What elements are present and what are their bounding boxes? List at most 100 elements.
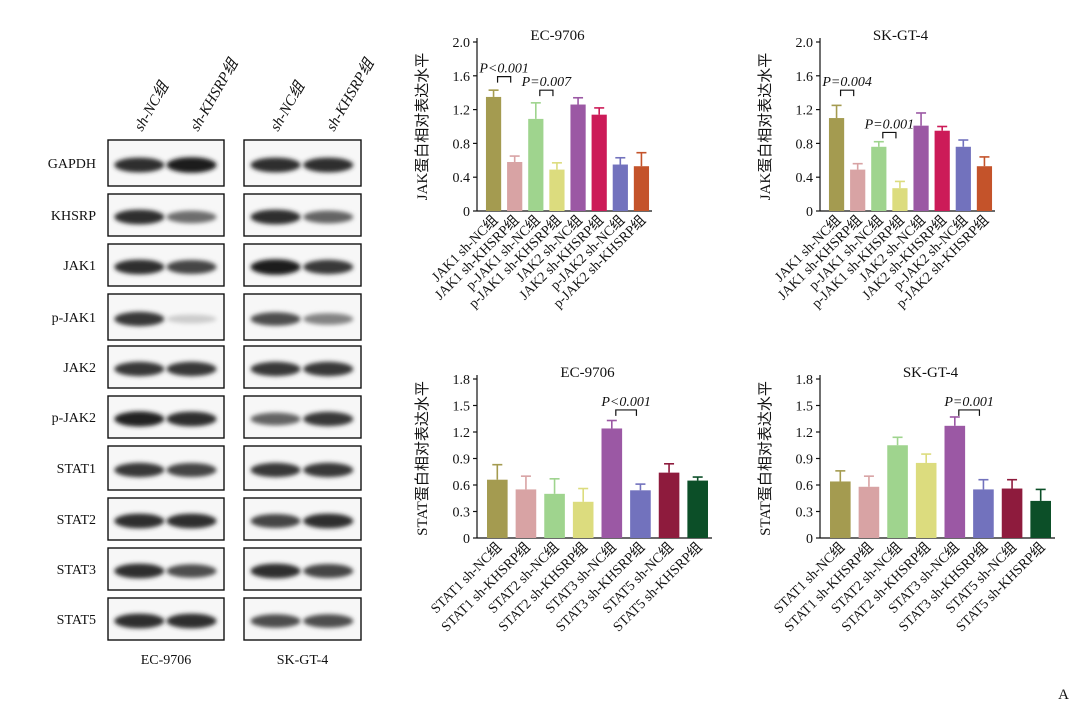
- chart-title: EC-9706: [560, 365, 615, 381]
- bar-7: [1030, 500, 1051, 538]
- significance-label-0: P<0.001: [600, 395, 651, 410]
- y-tick-label-4: 1.6: [796, 70, 814, 85]
- cell-line-label-0: EC-9706: [141, 653, 192, 668]
- bar-2: [528, 118, 544, 211]
- bar-5: [934, 130, 950, 211]
- bar-2: [871, 146, 887, 211]
- band-1-1-0: [250, 209, 301, 225]
- y-axis-label: JAK蛋白相对表达水平: [757, 53, 774, 201]
- y-tick-label-0: 0: [806, 532, 813, 547]
- y-tick-label-3: 0.9: [796, 453, 814, 468]
- y-tick-label-5: 1.5: [453, 400, 471, 415]
- band-1-0-1: [303, 157, 354, 173]
- bar-2: [887, 445, 908, 538]
- bar-3: [892, 188, 908, 211]
- protein-label-5: p-JAK2: [52, 411, 96, 426]
- y-tick-label-1: 0.3: [453, 506, 471, 521]
- bar-3: [915, 462, 937, 538]
- protein-label-4: JAK2: [63, 361, 96, 376]
- band-1-4-0: [250, 361, 301, 377]
- bar-0: [830, 481, 851, 538]
- bar-4: [570, 104, 586, 211]
- y-axis-label: STAT蛋白相对表达水平: [414, 381, 431, 536]
- y-tick-label-1: 0.3: [796, 506, 814, 521]
- band-1-1-1: [303, 210, 354, 224]
- protein-label-2: JAK1: [63, 259, 96, 274]
- band-0-7-1: [166, 513, 217, 529]
- bar-7: [687, 480, 708, 538]
- bar-5: [591, 114, 607, 211]
- bar-2: [544, 493, 565, 538]
- protein-label-9: STAT5: [57, 613, 96, 628]
- protein-label-8: STAT3: [57, 563, 96, 578]
- y-tick-label-3: 1.2: [796, 104, 814, 119]
- bar-0: [485, 96, 502, 211]
- y-tick-label-5: 2.0: [796, 36, 814, 51]
- y-tick-label-6: 1.8: [796, 373, 814, 388]
- y-tick-label-4: 1.2: [796, 426, 814, 441]
- lane-header-3: sh-KHSRP组: [323, 54, 379, 134]
- band-1-9-1: [303, 614, 354, 628]
- protein-label-1: KHSRP: [51, 209, 96, 224]
- bar-1: [858, 486, 880, 538]
- band-0-0-1: [166, 157, 217, 173]
- bar-1: [515, 489, 537, 538]
- y-tick-label-0: 0: [463, 532, 470, 547]
- y-tick-label-3: 0.9: [453, 453, 471, 468]
- band-1-5-0: [250, 412, 301, 426]
- band-1-6-1: [303, 462, 354, 478]
- y-tick-label-0: 0: [463, 205, 470, 220]
- significance-label-0: P=0.004: [821, 75, 872, 90]
- bar-4: [944, 425, 966, 538]
- band-0-4-1: [166, 361, 217, 377]
- y-tick-label-1: 0.4: [796, 171, 814, 186]
- western-blot-panel: sh-NC组 sh-KHSRP组 sh-NC组 sh-KHSRP组 GAPDH KHSRP…: [48, 54, 379, 668]
- bar-1: [507, 161, 523, 211]
- chart-title: SK-GT-4: [873, 28, 929, 44]
- lane-header-1: sh-KHSRP组: [187, 54, 243, 134]
- bar-5: [973, 489, 994, 538]
- bar-3: [549, 169, 565, 211]
- band-1-2-1: [303, 259, 354, 275]
- band-0-3-0: [114, 311, 165, 327]
- figure-letter: A: [1058, 687, 1069, 703]
- bar-6: [1001, 488, 1023, 538]
- band-0-5-0: [114, 411, 165, 427]
- band-0-1-0: [114, 209, 165, 225]
- significance-bracket-1: [882, 131, 897, 139]
- significance-label-1: P=0.001: [864, 117, 915, 132]
- band-0-5-1: [166, 411, 217, 427]
- significance-bracket-1: [539, 89, 554, 97]
- band-1-8-0: [250, 563, 301, 579]
- significance-bracket-0: [958, 409, 981, 416]
- band-0-2-0: [114, 259, 165, 275]
- protein-label-3: p-JAK1: [52, 311, 96, 326]
- band-1-3-1: [303, 313, 354, 325]
- band-0-3-1: [166, 314, 217, 324]
- y-axis-label: STAT蛋白相对表达水平: [757, 381, 774, 536]
- bar-4: [913, 125, 929, 211]
- band-0-4-0: [114, 361, 165, 377]
- stat-skgt4-chart: SK-GT-4STAT蛋白相对表达水平00.30.60.91.21.51.8ST…: [757, 365, 1055, 635]
- bar-7: [633, 166, 650, 211]
- y-tick-label-4: 1.2: [453, 426, 471, 441]
- significance-bracket-0: [839, 89, 855, 97]
- y-tick-label-5: 1.5: [796, 400, 814, 415]
- band-0-0-0: [114, 157, 165, 173]
- y-tick-label-4: 1.6: [453, 70, 471, 85]
- band-0-9-0: [114, 613, 165, 629]
- band-1-3-0: [250, 312, 301, 326]
- protein-label-7: STAT2: [57, 513, 96, 528]
- band-1-4-1: [303, 361, 354, 377]
- bar-4: [601, 428, 623, 538]
- band-1-2-0: [250, 259, 301, 275]
- significance-label-0: P<0.001: [478, 62, 529, 77]
- band-1-7-0: [250, 514, 301, 528]
- significance-bracket-0: [615, 409, 638, 416]
- bar-0: [487, 479, 508, 538]
- band-0-1-1: [166, 210, 217, 224]
- chart-title: SK-GT-4: [903, 365, 959, 381]
- band-1-7-1: [303, 513, 354, 529]
- significance-label-1: P=0.007: [521, 75, 572, 90]
